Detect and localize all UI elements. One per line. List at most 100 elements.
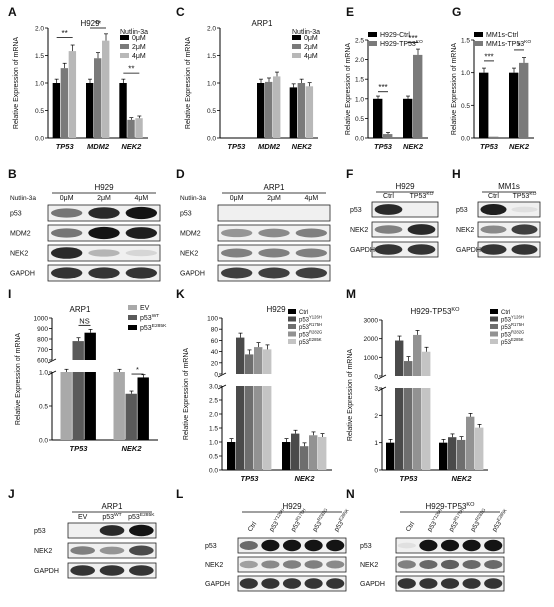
blot-band — [70, 565, 95, 576]
y-tick-label: 2.0 — [355, 57, 364, 64]
y-tick-label: 1.5 — [461, 38, 470, 45]
y-tick-label: 1.0 — [461, 70, 470, 77]
chart-title-base: ARP1 — [70, 305, 91, 314]
blot-row-label: NEK2 — [34, 548, 52, 555]
panel-letter-e: E — [346, 5, 354, 19]
blot-band — [407, 224, 436, 235]
y-tick-label: 2000 — [364, 336, 379, 343]
blot-band — [239, 541, 258, 550]
y-tick-label: 0.0 — [209, 468, 218, 475]
panel-letter-l: L — [176, 487, 183, 501]
blot-lane-label: 2μM — [97, 195, 111, 202]
blot-lane-label-sup: R282G — [474, 507, 487, 522]
legend-label-sup: E285K — [511, 337, 524, 342]
legend-label-sup: Y126H — [309, 315, 322, 320]
y-tick-label: 60 — [211, 338, 219, 345]
blot-lane-label: Ctrl — [383, 193, 394, 200]
significance-label: ** — [95, 20, 101, 29]
legend-label: EV — [140, 305, 150, 312]
y-tick-label: 2.5 — [355, 38, 364, 45]
legend-label-sup: KO — [416, 39, 423, 45]
blot-strip — [217, 204, 331, 222]
legend-label-base: p53 — [140, 325, 152, 332]
blot-lane-label-base: TP53 — [513, 193, 530, 200]
legend-label-base: p53 — [299, 318, 310, 324]
blot-row-label: GAPDH — [180, 271, 205, 278]
bar-lower-segment — [395, 388, 404, 470]
bar-upper-segment — [84, 332, 96, 360]
legend-label: p53R282G — [299, 330, 322, 339]
blot-band — [374, 204, 403, 215]
legend-swatch — [490, 316, 498, 322]
blot-lane-label: EV — [78, 514, 88, 521]
bar — [457, 439, 466, 470]
blot-band — [125, 227, 158, 239]
blot-lane-label-base: 2μM — [267, 195, 281, 202]
bar — [475, 427, 484, 470]
blot-band — [50, 247, 83, 259]
bar — [273, 76, 281, 138]
blot-band — [480, 225, 507, 234]
blot-band — [125, 206, 158, 220]
blot-band — [407, 244, 436, 255]
y-tick-label: 0 — [214, 372, 218, 379]
blot-band — [295, 228, 328, 238]
y-tick-label: 1000 — [364, 355, 379, 362]
bar — [135, 118, 143, 138]
bar-lower-segment — [236, 386, 245, 470]
blot-row-label: NEK2 — [456, 227, 474, 234]
legend-label-sup: KO — [524, 39, 531, 45]
panel-letter-d: D — [176, 167, 185, 181]
bar — [309, 435, 318, 470]
blot-row-label: GAPDH — [456, 247, 481, 254]
legend-label-sup: R175H — [309, 322, 322, 327]
blot-band — [239, 578, 258, 589]
blot-lane-label-base: 2μM — [97, 195, 111, 202]
legend-swatch — [128, 325, 137, 330]
y-tick-label: 0.5 — [39, 404, 48, 411]
category-label: TP53 — [374, 142, 393, 151]
bar — [68, 51, 77, 138]
blot-lane-label-base: p53 — [312, 520, 324, 533]
y-axis-label: Relative Expression of mRNA — [185, 37, 192, 130]
blot-cell-line: ARP1 — [264, 183, 285, 192]
blot-band — [125, 267, 158, 279]
blot-band — [462, 560, 481, 569]
axis-break-mark — [217, 372, 227, 378]
blot-cell-line-base: MM1s — [498, 182, 520, 191]
blot-row-label: GAPDH — [34, 568, 59, 575]
bar-upper-segment — [263, 349, 272, 374]
blot-band — [397, 542, 416, 549]
chart-title: H929-TP53KO — [410, 307, 460, 316]
blot-lane-label-base: p53 — [470, 520, 482, 533]
blot-treatment-label: Nutlin-3a — [10, 195, 36, 202]
category-label: NEK2 — [294, 474, 315, 483]
blot-row-label: NEK2 — [205, 562, 223, 569]
bar-lower-segment — [404, 388, 413, 470]
category-label: NEK2 — [509, 142, 530, 151]
significance-label: * — [517, 41, 520, 50]
axis-break-mark — [377, 386, 387, 392]
axis-break-mark — [377, 374, 387, 380]
blot-lane-label: 0μM — [230, 195, 244, 202]
blot-band — [261, 539, 280, 552]
panel-letter-b: B — [8, 167, 17, 181]
blot-band — [304, 539, 323, 552]
blot-lane-label-base: EV — [78, 514, 88, 521]
blot-band — [419, 578, 438, 589]
bar — [257, 83, 265, 138]
blot-row-label: NEK2 — [360, 562, 378, 569]
bar — [439, 442, 448, 470]
blot-band — [50, 267, 83, 279]
blot-lane-label: p53R175H — [446, 507, 468, 533]
blot-band — [220, 248, 253, 258]
blot-row-label: p53 — [180, 211, 192, 218]
y-axis-label: Relative Expression of mRNA — [347, 349, 354, 442]
legend-label-base: p53 — [299, 340, 310, 346]
legend-label: 2μM — [304, 44, 318, 51]
bar — [383, 134, 393, 138]
legend-label-base: p53 — [501, 325, 512, 331]
legend-label-base: 2μM — [304, 44, 318, 51]
